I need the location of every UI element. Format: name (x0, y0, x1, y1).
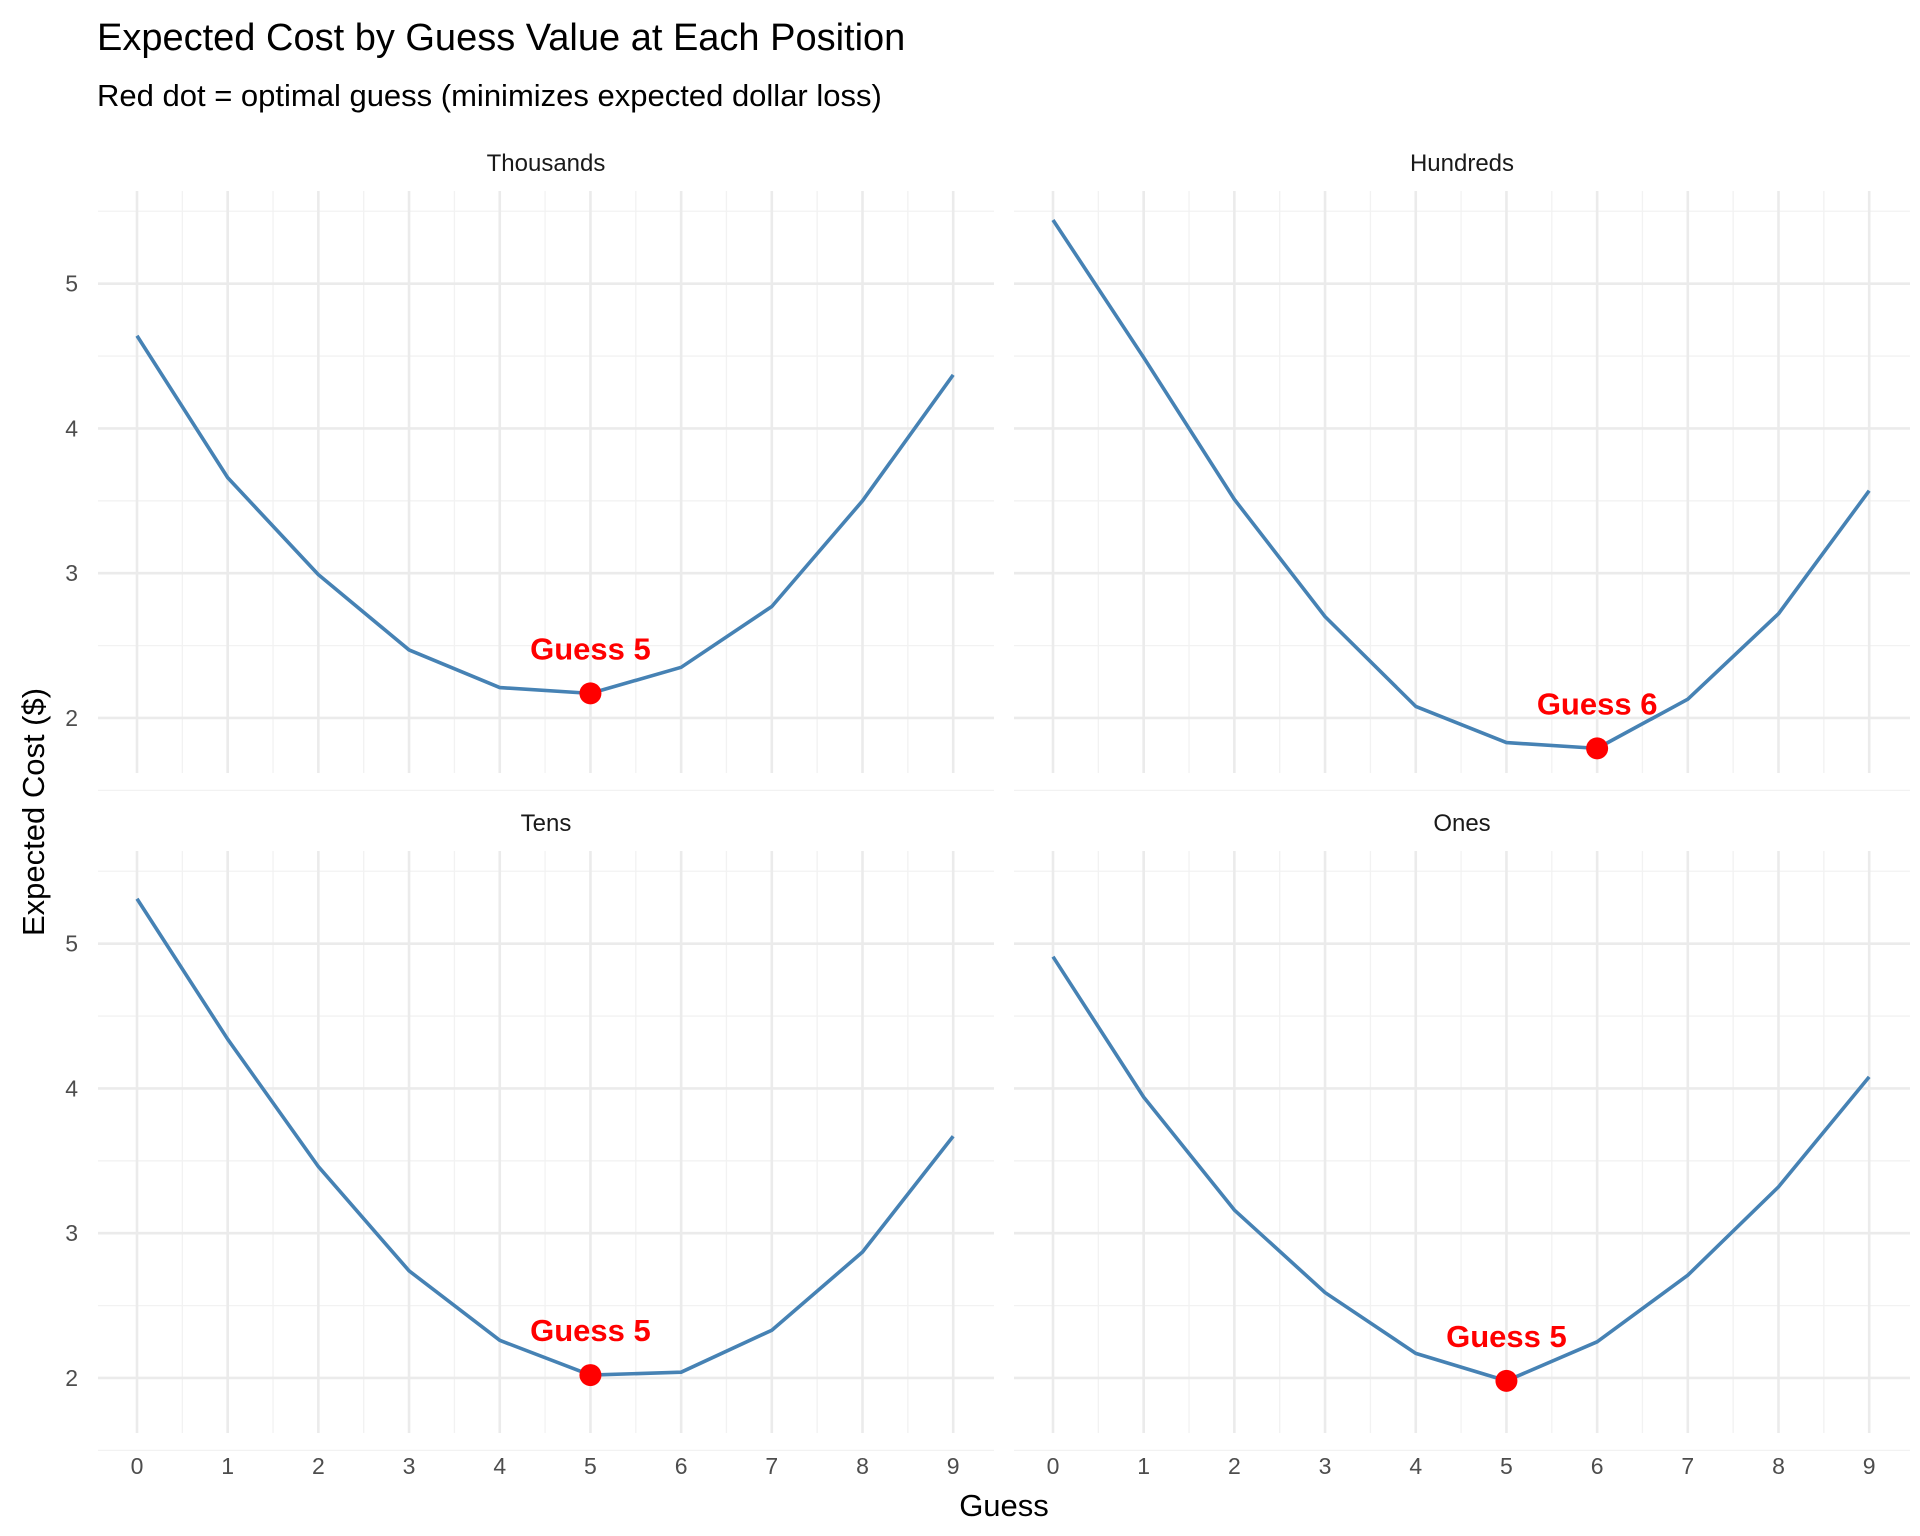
x-tick-label: 4 (493, 1453, 506, 1479)
panel-thousands: Thousands 2 3 4 5 Guess 5 (65, 150, 994, 792)
x-tick-label: 7 (1681, 1453, 1694, 1479)
strip-label: Thousands (487, 150, 606, 177)
x-tick-label: 9 (1863, 1453, 1876, 1479)
optimal-point (1495, 1369, 1518, 1392)
y-tick-label: 3 (65, 1220, 78, 1246)
x-tick-label: 5 (584, 1453, 597, 1479)
x-tick-label: 2 (312, 1453, 325, 1479)
x-tick-label: 2 (1228, 1453, 1241, 1479)
series-line-thousands (135, 334, 955, 696)
y-tick-label: 4 (65, 415, 78, 441)
x-tick-label: 5 (1500, 1453, 1513, 1479)
optimal-annotation: Guess 6 (1537, 686, 1658, 721)
x-tick-label: 9 (947, 1453, 960, 1479)
optimal-annotation: Guess 5 (530, 631, 651, 666)
x-tick-label: 1 (221, 1453, 234, 1479)
strip-label: Tens (521, 810, 572, 837)
x-tick-label: 3 (1319, 1453, 1332, 1479)
y-tick-label: 2 (65, 705, 78, 731)
optimal-point (579, 1364, 602, 1387)
optimal-annotation: Guess 5 (1446, 1319, 1567, 1354)
series-line-tens (135, 897, 955, 1377)
optimal-point (579, 682, 602, 705)
y-tick-label: 5 (65, 931, 78, 957)
strip-label: Ones (1433, 810, 1490, 837)
x-tick-label: 1 (1137, 1453, 1150, 1479)
x-tick-label: 4 (1409, 1453, 1422, 1479)
x-tick-label: 3 (403, 1453, 416, 1479)
strip-label: Hundreds (1410, 150, 1514, 177)
chart-title: Expected Cost by Guess Value at Each Pos… (97, 17, 905, 59)
x-axis-title: Guess (959, 1488, 1049, 1523)
optimal-annotation: Guess 5 (530, 1313, 651, 1348)
x-tick-label: 6 (1591, 1453, 1604, 1479)
x-tick-label: 8 (1772, 1453, 1785, 1479)
x-tick-label: 0 (1047, 1453, 1060, 1479)
series-line-ones (1051, 955, 1871, 1383)
optimal-point (1586, 737, 1609, 760)
x-tick-label: 6 (675, 1453, 688, 1479)
panel-hundreds: Hundreds Guess 6 (1014, 150, 1910, 792)
x-tick-label: 8 (856, 1453, 869, 1479)
series-line-hundreds (1051, 218, 1871, 751)
y-tick-label: 5 (65, 271, 78, 297)
panel-tens: Tens 2 3 4 5 0 1 2 3 4 5 6 7 8 9 Guess 5 (65, 810, 994, 1479)
y-tick-label: 3 (65, 560, 78, 586)
y-axis-title: Expected Cost ($) (16, 688, 51, 936)
x-tick-label: 7 (765, 1453, 778, 1479)
chart-subtitle: Red dot = optimal guess (minimizes expec… (97, 78, 882, 113)
y-tick-label: 2 (65, 1365, 78, 1391)
x-tick-label: 0 (131, 1453, 144, 1479)
panel-ones: Ones 0 1 2 3 4 5 6 7 8 9 Guess 5 (1014, 810, 1910, 1479)
y-tick-label: 4 (65, 1075, 78, 1101)
